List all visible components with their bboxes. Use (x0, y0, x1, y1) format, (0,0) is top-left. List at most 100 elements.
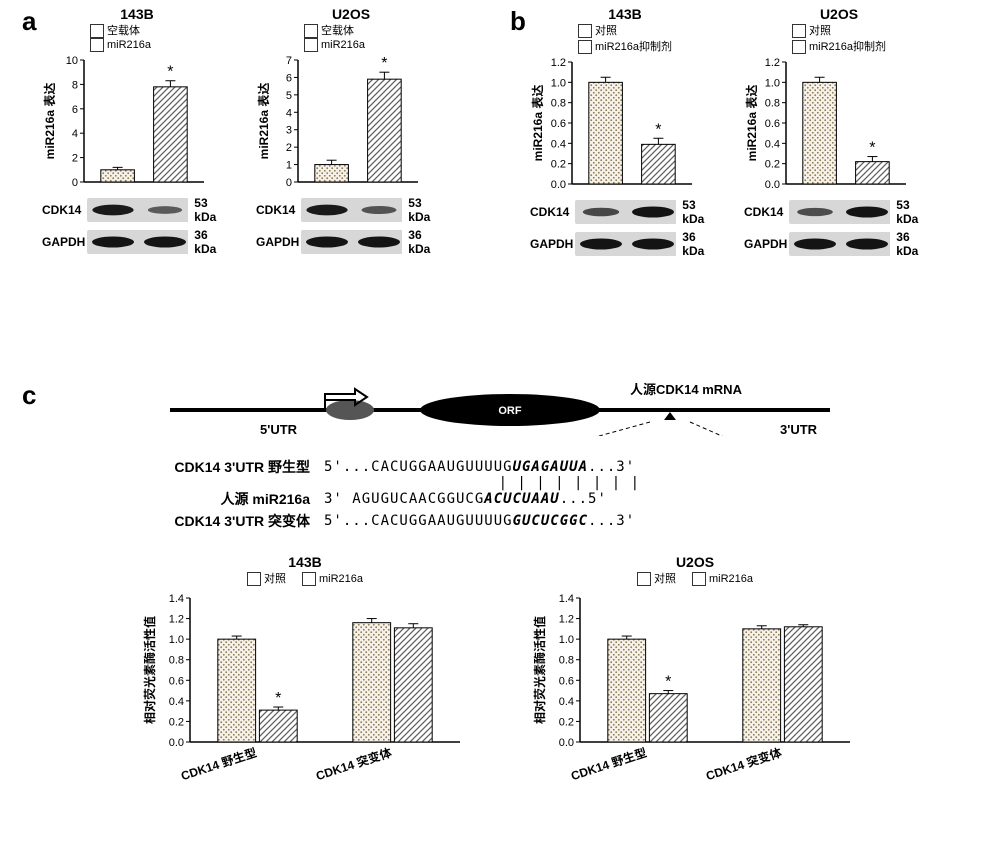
blot-kda: 53 kDa (194, 196, 232, 224)
legend-item: miR216a (302, 573, 363, 585)
svg-text:1.2: 1.2 (559, 614, 574, 626)
svg-text:*: * (869, 140, 875, 157)
blot-row: GAPDH36 kDa (744, 230, 934, 258)
blot-kda: 53 kDa (682, 198, 720, 226)
chart-title: U2OS (256, 6, 446, 22)
svg-text:0.4: 0.4 (765, 139, 780, 151)
svg-text:0.8: 0.8 (559, 655, 574, 667)
panel-label-a: a (22, 6, 36, 37)
legend: 对照miR216a抑制剂 (792, 22, 934, 54)
svg-text:*: * (275, 690, 281, 707)
legend-item: 对照 (792, 22, 934, 38)
legend: 对照miR216a抑制剂 (578, 22, 720, 54)
luciferase-panel: U2OS对照miR216a0.00.20.40.60.81.01.21.4相对荧… (530, 554, 860, 796)
blot-label: CDK14 (42, 203, 87, 217)
bar-chart: 0.00.20.40.60.81.01.2miR216a 表达* (744, 54, 914, 194)
svg-text:0.2: 0.2 (559, 717, 574, 729)
legend-item: 对照 (247, 573, 286, 585)
small-panel: U2OS对照miR216a抑制剂0.00.20.40.60.81.01.2miR… (744, 6, 934, 258)
svg-text:0.2: 0.2 (169, 717, 184, 729)
blot-row: GAPDH36 kDa (256, 228, 446, 256)
small-panel: 143B空载体miR216a0246810miR216a 表达*CDK1453 … (42, 6, 232, 258)
blot-label: GAPDH (42, 235, 87, 249)
chart-title: 143B (42, 6, 232, 22)
svg-text:5: 5 (286, 90, 292, 102)
svg-text:CDK14 突变体: CDK14 突变体 (704, 745, 783, 784)
blot-label: CDK14 (530, 205, 575, 219)
alignment-row: CDK14 3'UTR 突变体5'...CACUGGAAUGUUUUGGUCUC… (140, 510, 940, 532)
luciferase-row: 143B 对照 miR216a 0.0 0.2 0.4 0.6 0.8 1.0 1.2 1.4 相对荧… (60, 554, 940, 796)
western-blot (301, 230, 402, 254)
svg-text:0.2: 0.2 (551, 159, 566, 171)
bar-chart: 0.00.20.40.60.81.01.2miR216a 表达* (530, 54, 700, 194)
svg-text:0.0: 0.0 (559, 737, 574, 749)
svg-text:0.6: 0.6 (169, 675, 184, 687)
svg-text:相对荧光素酶活性值: 相对荧光素酶活性值 (532, 616, 547, 724)
blot-row: CDK14 53 kDa (42, 196, 232, 224)
svg-text:*: * (665, 674, 671, 691)
svg-text:miR216a 表达: miR216a 表达 (530, 85, 545, 162)
legend-item: miR216a (90, 38, 232, 52)
luciferase-panel: 143B对照miR216a0.00.20.40.60.81.01.21.4相对荧… (140, 554, 470, 796)
chart-title: 143B (530, 6, 720, 22)
svg-text:0.8: 0.8 (765, 98, 780, 110)
grouped-bar-chart: 0.00.20.40.60.81.01.21.4相对荧光素酶活性值*CDK14 … (530, 586, 860, 796)
chart-title: 143B (140, 554, 470, 570)
svg-text:0.8: 0.8 (169, 655, 184, 667)
svg-text:1.2: 1.2 (551, 57, 566, 69)
svg-text:0.6: 0.6 (765, 118, 780, 130)
svg-text:3'UTR: 3'UTR (780, 422, 818, 436)
top-row: 143B空载体miR216a0246810miR216a 表达*CDK1453 … (42, 6, 934, 258)
panel-c: ORF人源CDK14 mRNA5'UTR3'UTRCDK14 3'UTR 野生型… (60, 380, 940, 796)
blot-row: CDK14 53 kDa (530, 198, 720, 226)
svg-text:CDK14 突变体: CDK14 突变体 (314, 745, 393, 784)
bar-chart: 0246810miR216a 表达* (42, 52, 212, 192)
svg-text:2: 2 (286, 142, 292, 154)
blot-kda: 53 kDa (896, 198, 934, 226)
svg-text:6: 6 (72, 104, 78, 116)
svg-text:0.0: 0.0 (765, 179, 780, 191)
svg-text:人源CDK14 mRNA: 人源CDK14 mRNA (630, 382, 743, 397)
svg-text:0: 0 (72, 177, 78, 189)
svg-text:7: 7 (286, 55, 292, 67)
panel-label-c: c (22, 380, 36, 411)
svg-text:CDK14 野生型: CDK14 野生型 (569, 745, 648, 784)
legend-item: 空载体 (304, 22, 446, 38)
svg-text:1.0: 1.0 (559, 634, 574, 646)
svg-text:*: * (167, 64, 173, 81)
svg-text:0.4: 0.4 (551, 139, 566, 151)
chart-title: U2OS (530, 554, 860, 570)
svg-text:ORF: ORF (498, 405, 522, 417)
blot-label: CDK14 (744, 205, 789, 219)
figure-root: { "dimensions": {"width":1000,"height":8… (0, 0, 1000, 863)
legend-item: miR216a抑制剂 (578, 38, 720, 54)
western-blot (789, 200, 890, 224)
svg-text:6: 6 (286, 73, 292, 85)
blot-label: CDK14 (256, 203, 301, 217)
svg-text:3: 3 (286, 125, 292, 137)
blot-row: CDK14 53 kDa (256, 196, 446, 224)
western-blot (575, 232, 676, 256)
small-panel: U2OS空载体miR216a01234567miR216a 表达*CDK1453… (256, 6, 446, 258)
western-blot (789, 232, 890, 256)
svg-text:8: 8 (72, 79, 78, 91)
svg-text:10: 10 (66, 55, 78, 67)
blot-row: CDK14 53 kDa (744, 198, 934, 226)
svg-text:1.4: 1.4 (559, 593, 574, 605)
blot-kda: 53 kDa (408, 196, 446, 224)
svg-text:*: * (655, 121, 661, 138)
svg-text:0.4: 0.4 (559, 696, 574, 708)
svg-text:相对荧光素酶活性值: 相对荧光素酶活性值 (142, 616, 157, 724)
legend: 空载体miR216a (90, 22, 232, 52)
legend: 空载体miR216a (304, 22, 446, 52)
svg-text:1.4: 1.4 (169, 593, 184, 605)
svg-text:0.4: 0.4 (169, 696, 184, 708)
legend: 对照miR216a (530, 570, 860, 586)
svg-text:0: 0 (286, 177, 292, 189)
legend: 对照 miR216a (140, 570, 470, 586)
svg-text:0.0: 0.0 (169, 737, 184, 749)
blot-kda: 36 kDa (408, 228, 446, 256)
svg-text:1.0: 1.0 (551, 78, 566, 90)
sequence-alignment: CDK14 3'UTR 野生型5'...CACUGGAAUGUUUUGUGAGA… (140, 456, 940, 532)
svg-text:1: 1 (286, 160, 292, 172)
